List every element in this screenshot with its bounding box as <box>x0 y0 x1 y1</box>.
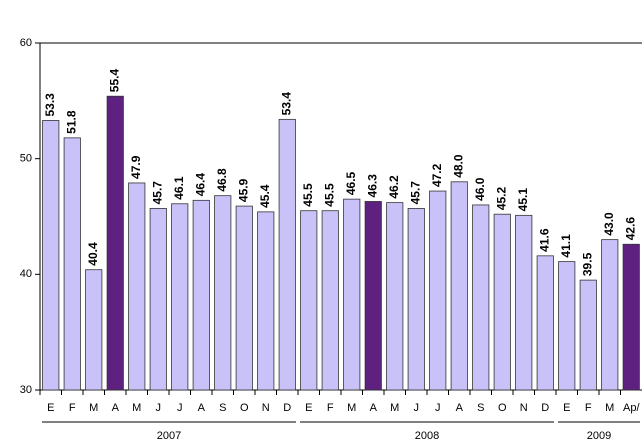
bar <box>214 195 232 391</box>
x-tick-label: J <box>177 402 183 414</box>
x-tick-label: A <box>198 402 206 414</box>
x-tick-label: D <box>541 402 549 414</box>
bar <box>558 261 576 391</box>
value-label: 45.5 <box>322 183 336 207</box>
x-tick-label: E <box>47 402 54 414</box>
x-tick-label: O <box>240 402 249 414</box>
bar <box>63 137 81 391</box>
value-label: 47.9 <box>129 155 143 179</box>
bar <box>536 255 554 391</box>
bar <box>192 199 210 391</box>
bar <box>579 279 597 391</box>
x-tick-label: J <box>435 402 441 414</box>
x-tick-label: S <box>219 402 226 414</box>
bar <box>106 95 124 391</box>
bar <box>171 203 189 391</box>
value-label: 46.8 <box>215 168 229 192</box>
bar <box>85 269 103 391</box>
x-tick-label: J <box>414 402 420 414</box>
x-tick-label: M <box>390 402 399 414</box>
bar <box>364 201 382 391</box>
value-label: 40.4 <box>86 242 100 266</box>
bar <box>257 211 275 391</box>
x-tick-label: E <box>563 402 570 414</box>
bar <box>601 239 619 391</box>
x-tick-label: M <box>89 402 98 414</box>
plot-frame <box>39 42 642 391</box>
group-label: 2007 <box>157 430 181 442</box>
value-label: 48.0 <box>451 154 465 178</box>
y-tick-label: 40 <box>20 268 32 280</box>
bar <box>450 181 468 391</box>
x-tick-label: S <box>477 402 484 414</box>
x-tick-label: M <box>605 402 614 414</box>
x-tick-label: A <box>370 402 378 414</box>
x-tick-label: N <box>520 402 528 414</box>
value-label: 45.1 <box>516 188 530 212</box>
x-tick-label: A <box>112 402 120 414</box>
bar <box>42 120 60 391</box>
x-tick-label: A <box>456 402 464 414</box>
value-label: 46.5 <box>344 171 358 195</box>
x-tick-label: J <box>156 402 162 414</box>
bar <box>515 214 533 391</box>
x-tick-label: E <box>305 402 312 414</box>
value-label: 45.7 <box>408 181 422 205</box>
x-tick-label: F <box>585 402 592 414</box>
y-tick-label: 30 <box>20 384 32 396</box>
value-label: 51.8 <box>64 110 78 134</box>
value-label: 41.1 <box>559 234 573 258</box>
bar <box>235 205 253 391</box>
bar <box>407 208 425 391</box>
bar <box>278 118 296 391</box>
value-label: 45.7 <box>150 181 164 205</box>
bar <box>128 182 146 391</box>
bar <box>493 213 511 391</box>
x-tick-label: O <box>498 402 507 414</box>
x-tick-label: N <box>262 402 270 414</box>
x-tick-label: F <box>327 402 334 414</box>
value-label: 53.3 <box>43 93 57 117</box>
bar <box>149 208 167 391</box>
value-label: 39.5 <box>580 252 594 276</box>
value-label: 41.6 <box>537 228 551 252</box>
value-label: 53.4 <box>279 92 293 116</box>
value-label: 42.6 <box>623 217 637 241</box>
y-tick-label: 60 <box>20 37 32 49</box>
x-tick-label: M <box>132 402 141 414</box>
value-label: 47.2 <box>430 163 444 187</box>
group-label: 2008 <box>415 430 439 442</box>
x-tick-label: M <box>347 402 356 414</box>
x-tick-label: Ap/ <box>623 402 640 414</box>
y-tick-label: 50 <box>20 153 32 165</box>
value-label: 45.9 <box>236 178 250 202</box>
value-label: 55.4 <box>107 69 121 93</box>
bar <box>429 190 447 391</box>
value-label: 46.2 <box>387 175 401 199</box>
bar <box>343 198 361 391</box>
bar <box>386 202 404 391</box>
value-label: 46.3 <box>365 174 379 198</box>
bar <box>321 210 339 391</box>
value-label: 43.0 <box>602 212 616 236</box>
value-label: 45.4 <box>258 184 272 208</box>
value-label: 45.2 <box>494 187 508 211</box>
group-label: 2009 <box>587 430 611 442</box>
value-label: 46.4 <box>193 173 207 197</box>
bar <box>622 243 640 391</box>
x-tick-label: F <box>69 402 76 414</box>
bar <box>300 210 318 391</box>
value-label: 46.1 <box>172 176 186 200</box>
bar <box>472 204 490 391</box>
x-tick-label: D <box>283 402 291 414</box>
value-label: 46.0 <box>473 177 487 201</box>
value-label: 45.5 <box>301 183 315 207</box>
